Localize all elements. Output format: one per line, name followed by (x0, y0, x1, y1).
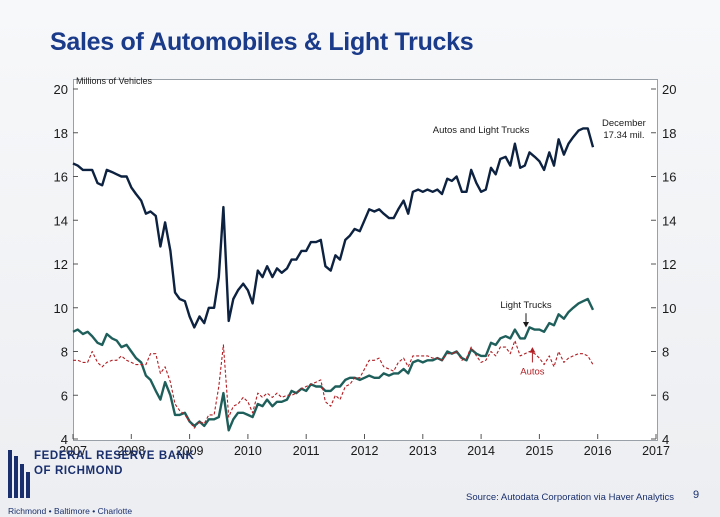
frb-richmond-logo: FEDERAL RESERVE BANK OF RICHMOND Richmon… (8, 450, 194, 516)
annotation-autos-and-light-trucks: Autos and Light Trucks (433, 125, 530, 136)
y-tick-label-right: 18 (662, 126, 676, 141)
logo-cities: Richmond • Baltimore • Charlotte (8, 506, 133, 516)
y-tick-label-left: 10 (54, 301, 68, 316)
slide-title: Sales of Automobiles & Light Trucks (50, 28, 474, 56)
y-tick-label-left: 16 (54, 170, 68, 185)
x-tick-label: 2007 (59, 444, 87, 458)
annotation-autos-arrowhead (529, 347, 536, 353)
x-tick-label: 2014 (467, 444, 495, 458)
y-tick-label-right: 12 (662, 257, 676, 272)
x-tick-label: 2012 (351, 444, 379, 458)
series-layer (72, 127, 595, 432)
logo-line2: OF RICHMOND (34, 465, 124, 477)
y-tick-label-right: 20 (662, 82, 676, 97)
series-line-autos-and-light-trucks (72, 127, 595, 329)
y-tick-label-right: 10 (662, 301, 676, 316)
x-tick-label: 2009 (176, 444, 204, 458)
y-axis-label: Millions of Vehicles (76, 76, 153, 86)
annotation-autos: Autos (520, 366, 545, 377)
x-tick-label: 2015 (525, 444, 553, 458)
source-note: Source: Autodata Corporation via Haver A… (466, 492, 675, 503)
annotation-december-line1: December (602, 118, 646, 129)
y-tick-label-left: 8 (61, 345, 68, 360)
y-tick-label-left: 20 (54, 82, 68, 97)
y-tick-label-left: 14 (54, 213, 68, 228)
axes-layer: 4 4 6 6 8 8 10 10 12 12 14 14 16 16 18 18 20 20 2007 2008 20… (54, 76, 677, 458)
y-tick-label-left: 6 (61, 388, 68, 403)
y-tick-label-left: 12 (54, 257, 68, 272)
y-tick-label-right: 4 (662, 432, 669, 447)
y-tick-label-right: 8 (662, 345, 669, 360)
page-number: 9 (693, 489, 700, 501)
logo-line1: FEDERAL RESERVE BANK (34, 450, 195, 462)
x-tick-label: 2013 (409, 444, 437, 458)
x-tick-label: 2011 (293, 444, 320, 458)
series-line-light-trucks (72, 297, 595, 432)
x-tick-label: 2010 (234, 444, 262, 458)
y-tick-label-left: 4 (61, 432, 68, 447)
y-tick-label-right: 16 (662, 170, 676, 185)
logo-mark-icon (8, 450, 30, 498)
x-tick-label: 2016 (584, 444, 612, 458)
annotation-light-trucks: Light Trucks (500, 300, 551, 311)
x-tick-label: 2008 (117, 444, 145, 458)
y-tick-label-left: 18 (54, 126, 68, 141)
y-tick-label-right: 14 (662, 213, 676, 228)
annotation-december-line2: 17.34 mil. (603, 130, 644, 141)
series-line-autos (73, 340, 594, 429)
y-tick-label-right: 6 (662, 388, 669, 403)
x-tick-label: 2017 (642, 444, 670, 458)
annotation-light-trucks-arrowhead (522, 321, 529, 328)
